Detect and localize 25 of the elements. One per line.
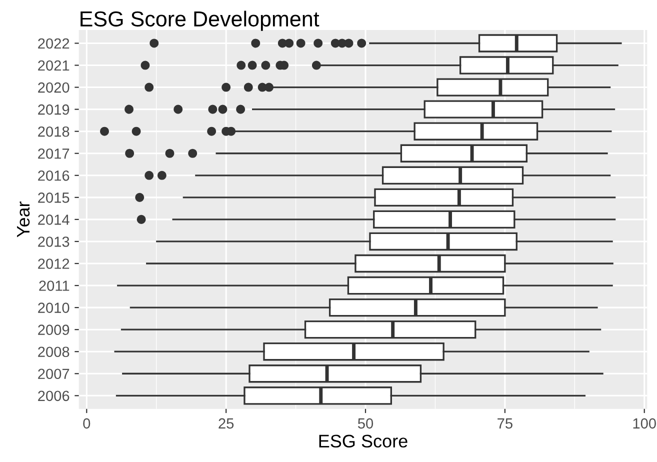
x-axis-title: ESG Score [319,434,408,448]
y-tick-label: 2019 [38,104,70,115]
x-tick-label: 100 [633,418,656,429]
y-tick-label: 2015 [38,192,70,203]
y-tick-label: 2011 [39,280,70,291]
y-tick-label: 2010 [38,302,70,313]
y-tick-label: 2007 [38,368,70,380]
y-tick-label: 2006 [38,390,70,402]
y-tick-label: 2022 [38,38,70,49]
y-tick-label: 2021 [38,60,70,71]
y-tick-label: 2009 [38,324,70,336]
y-tick-label: 2014 [38,214,70,225]
x-tick-label: 75 [498,418,512,429]
x-tick-label: 25 [218,418,234,429]
chart-title: ESG Score Development [80,10,320,31]
y-tick-label: 2008 [38,346,70,358]
y-tick-label: 2016 [38,170,70,181]
y-tick-label: 2017 [38,148,70,159]
y-tick-label: 2018 [38,126,70,137]
y-tick-label: 2020 [38,82,70,93]
y-tick-label: 2013 [38,236,70,247]
x-tick-label: 0 [83,418,90,429]
y-tick-label: 2012 [38,258,70,269]
x-tick-label: 50 [358,418,374,429]
y-axis-title: Year [17,202,30,238]
